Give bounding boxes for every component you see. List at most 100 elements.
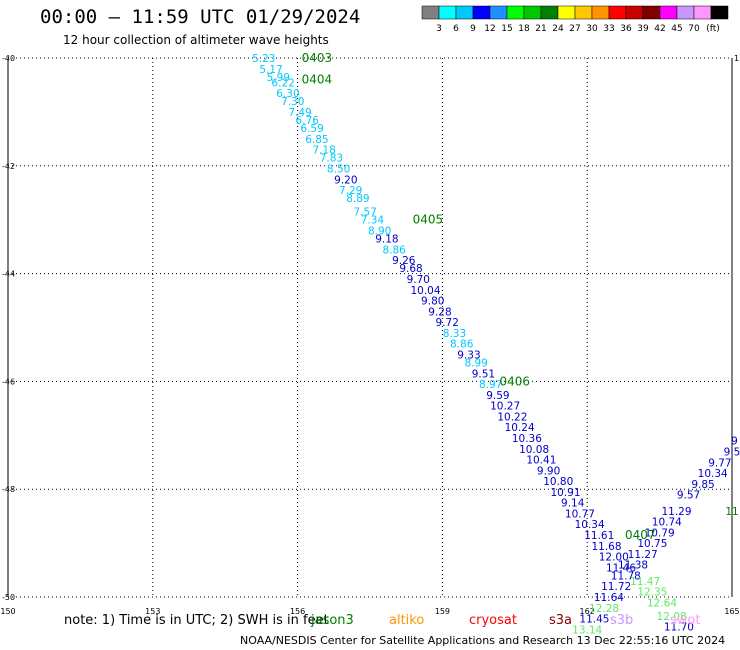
wave-height-label: 6.85 <box>305 134 328 146</box>
note-text: note: 1) Time is in UTC; 2) SWH is in fe… <box>64 613 329 628</box>
pass-time-label: 0407 <box>625 528 656 542</box>
wave-height-label: 12.28 <box>589 603 619 615</box>
footer-credit: NOAA/NESDIS Center for Satellite Applica… <box>240 634 726 647</box>
wave-height-label: 11.78 <box>611 570 641 582</box>
colorbar-swatch <box>642 5 661 20</box>
colorbar-swatch <box>438 5 457 20</box>
wave-height-label: 10.27 <box>490 401 520 413</box>
satellite-legend-jason3: jason3 <box>311 613 354 628</box>
pass-labels: 0403 0404 0405 0406 0407 <box>302 51 656 542</box>
wave-height-label: 9.59 <box>486 390 509 402</box>
colorbar-swatch <box>523 5 542 20</box>
x-tick-label: 162 <box>580 607 595 616</box>
wave-height-label: 9.77 <box>708 457 731 469</box>
wave-height-label: 8.90 <box>368 225 391 237</box>
y-tick-label: -48 <box>2 485 15 494</box>
wave-height-label: 8.99 <box>464 358 487 370</box>
wave-height-label: 8.50 <box>327 163 350 175</box>
wave-height-label: 6.22 <box>271 77 294 89</box>
wave-height-label: 8.86 <box>450 339 474 351</box>
colorbar-swatch <box>676 5 695 20</box>
colorbar-label: 18 <box>518 24 530 34</box>
satellite-legend-altiko: altiko <box>389 613 425 628</box>
colorbar-label: 36 <box>620 24 632 34</box>
wave-height-label: 8.97 <box>479 379 502 391</box>
colorbar-label: 30 <box>586 24 598 34</box>
wave-height-label: 6.30 <box>276 88 299 100</box>
colorbar-unit: (ft) <box>706 24 720 34</box>
wave-height-label: 12.64 <box>647 597 677 609</box>
y-tick-label: -50 <box>2 593 15 602</box>
colorbar-swatch <box>591 5 610 20</box>
wave-height-label: 9.26 <box>392 255 416 267</box>
colorbar-label: 15 <box>501 24 512 34</box>
wave-height-label: 10.75 <box>637 538 667 550</box>
pass-time-label: 0405 <box>413 213 444 227</box>
wave-height-label: 7.49 <box>288 107 311 119</box>
x-tick-label: 153 <box>145 607 160 616</box>
colorbar-label: 39 <box>637 24 649 34</box>
colorbar-label: 42 <box>654 24 665 34</box>
wave-height-label: 11.70 <box>664 622 694 634</box>
wave-height-label: 7.83 <box>320 153 343 165</box>
wave-height-label: 7.30 <box>281 96 304 108</box>
wave-height-label: 11 <box>725 506 738 518</box>
wave-height-label: 12.08 <box>657 611 687 623</box>
wave-height-label: 13.14 <box>572 624 602 636</box>
x-tick-label: 150 <box>0 607 15 616</box>
colorbar-swatch <box>489 5 508 20</box>
wave-height-label: 10.80 <box>543 476 573 488</box>
wave-height-label: 11.68 <box>591 541 621 553</box>
colorbar-swatch <box>659 5 678 20</box>
colorbar-label: 33 <box>603 24 614 34</box>
data-points: 5.235.175.996.226.307.307.496.766.596.85… <box>252 53 740 636</box>
wave-height-label: 9.51 <box>472 368 495 380</box>
colorbar-swatch <box>693 5 712 20</box>
colorbar-label: 3 <box>436 24 442 34</box>
wave-height-label: 10.74 <box>652 517 682 529</box>
wave-height-label: 12.35 <box>637 587 667 599</box>
colorbar-swatch <box>540 5 559 20</box>
colorbar-label: 6 <box>453 24 459 34</box>
wave-height-label: 10.77 <box>565 508 595 520</box>
y-tick-label: -44 <box>2 270 15 279</box>
wave-height-label: 9.20 <box>334 174 357 186</box>
wave-height-label: 5.23 <box>252 53 275 65</box>
x-tick-label: 159 <box>435 607 450 616</box>
wave-height-label: 7.57 <box>353 207 376 219</box>
pass-time-label: 0406 <box>500 374 531 388</box>
wave-height-label: 11.61 <box>584 530 614 542</box>
wave-height-label: 10.34 <box>575 519 605 531</box>
wave-height-label: 10.41 <box>526 455 556 467</box>
wave-height-label: 7.29 <box>339 185 362 197</box>
colorbar-swatch <box>506 5 525 20</box>
wave-height-label: 9.72 <box>436 317 459 329</box>
wave-height-label: 9.70 <box>407 274 430 286</box>
satellite-legend-cryosat: cryosat <box>469 613 517 628</box>
y-tick-label: -42 <box>2 162 15 171</box>
wave-height-label: 10.36 <box>512 433 542 445</box>
colorbar-swatch <box>710 5 729 20</box>
satellite-legend-s3b: s3b <box>610 613 634 628</box>
wave-height-label: 5.99 <box>267 72 290 84</box>
wave-height-label: 9.85 <box>691 479 714 491</box>
wave-height-label: 10.79 <box>645 527 675 539</box>
wave-height-label: 12.00 <box>599 552 629 564</box>
y-tick-label-right: 1 <box>734 54 739 63</box>
wave-height-label: 11.27 <box>628 549 658 561</box>
wave-height-label: 9.57 <box>677 490 700 502</box>
colorbar-label: 27 <box>569 24 580 34</box>
wave-height-label: 7.18 <box>312 145 335 157</box>
wave-height-label: 9.90 <box>537 465 560 477</box>
colorbar: 3 6 9 12 15 18 21 24 27 30 33 36 39 42 45 70 (ft) <box>421 5 729 34</box>
wave-height-label: 10.08 <box>519 444 549 456</box>
wave-height-label: 9.33 <box>457 349 480 361</box>
colorbar-swatch <box>455 5 474 20</box>
colorbar-label: 21 <box>535 24 546 34</box>
colorbar-swatch <box>421 5 440 20</box>
wave-height-label: 11.46 <box>606 562 636 574</box>
wave-height-label: 9.68 <box>399 263 422 275</box>
x-tick-label: 165 <box>724 607 739 616</box>
wave-height-label: 10.22 <box>497 411 527 423</box>
wave-height-label: 9.28 <box>428 306 451 318</box>
